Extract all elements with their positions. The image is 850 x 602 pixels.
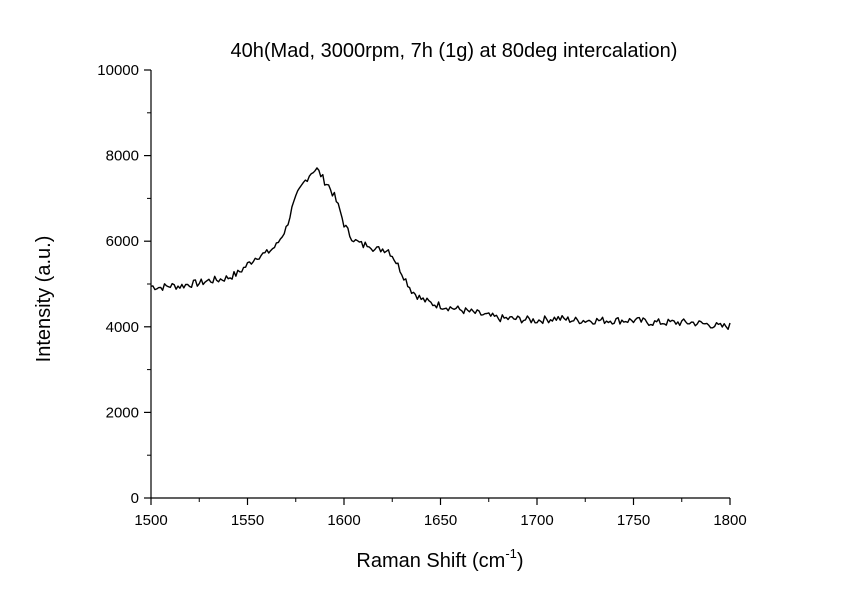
y-tick-label: 2000 xyxy=(106,404,139,421)
x-tick-label: 1700 xyxy=(520,512,553,529)
x-tick-label: 1750 xyxy=(617,512,650,529)
spectrum-line xyxy=(150,167,731,330)
x-axis-label-main: Raman Shift (cm xyxy=(356,550,505,572)
y-axis-ticks: 0 2000 4000 6000 8000 10000 xyxy=(97,62,151,507)
y-axis-label: Intensity (a.u.) xyxy=(33,236,55,363)
x-tick-label: 1650 xyxy=(424,512,457,529)
x-tick-label: 1800 xyxy=(713,512,746,529)
x-axis-label-superscript: -1 xyxy=(505,546,517,561)
y-tick-label: 6000 xyxy=(106,233,139,250)
x-axis-label: Raman Shift (cm-1) xyxy=(356,546,523,572)
x-tick-label: 1550 xyxy=(231,512,264,529)
y-tick-label: 4000 xyxy=(106,319,139,336)
chart-title: 40h(Mad, 3000rpm, 7h (1g) at 80deg inter… xyxy=(231,40,678,62)
y-tick-label: 8000 xyxy=(106,148,139,165)
x-axis-ticks: 1500 1550 1600 1650 1700 1750 1800 xyxy=(134,498,747,529)
y-tick-label: 0 xyxy=(131,490,139,507)
x-axis-label-close: ) xyxy=(517,550,524,572)
x-tick-label: 1500 xyxy=(134,512,167,529)
y-tick-label: 10000 xyxy=(97,62,139,79)
x-tick-label: 1600 xyxy=(327,512,360,529)
